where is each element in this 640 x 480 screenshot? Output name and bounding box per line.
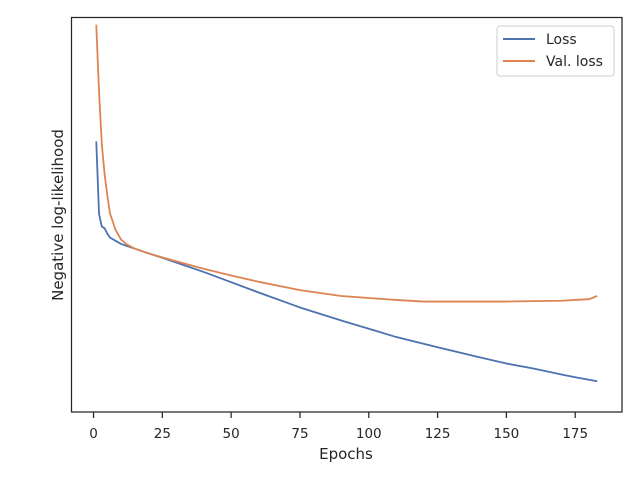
x-tick-label: 75: [291, 426, 308, 442]
series-layer: [95, 24, 598, 383]
y-axis-label: Negative log-likelihood: [49, 129, 67, 301]
legend-label-loss: Loss: [546, 32, 577, 48]
x-tick-label: 175: [562, 426, 588, 442]
series-line-val-loss: [95, 24, 598, 303]
legend-label-val-loss: Val. loss: [546, 54, 603, 70]
x-tick-label: 125: [425, 426, 451, 442]
x-axis-ticks: 0 25 50 75 100 125 150 175: [89, 412, 588, 442]
x-tick-label: 100: [356, 426, 382, 442]
x-tick-label: 150: [494, 426, 520, 442]
plot-frame: [70, 16, 623, 413]
x-tick-label: 0: [89, 426, 98, 442]
legend: Loss Val. loss: [496, 25, 615, 77]
series-line-loss: [95, 141, 598, 383]
x-tick-label: 50: [223, 426, 240, 442]
x-tick-label: 25: [154, 426, 171, 442]
x-axis-label: Epochs: [319, 445, 373, 463]
